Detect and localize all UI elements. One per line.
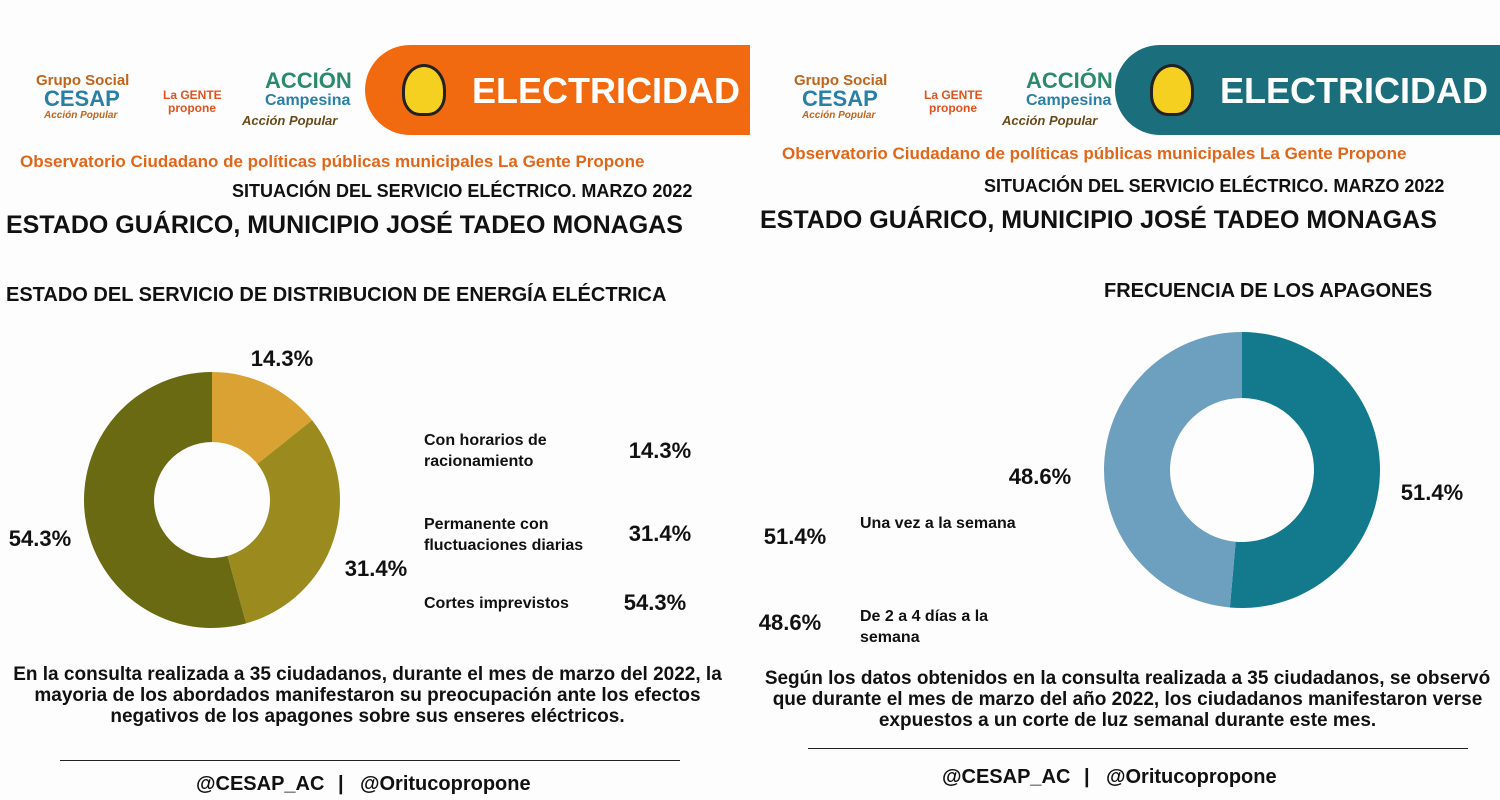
footer-handle: @CESAP_AC <box>942 766 1071 788</box>
logo-text: propone <box>929 101 977 115</box>
legend-value: 14.3% <box>629 438 691 463</box>
legend-value: 51.4% <box>764 524 826 549</box>
legend-value: 31.4% <box>629 521 691 546</box>
legend-label: Con horarios de racionamiento <box>424 432 547 470</box>
legend-value: 54.3% <box>624 590 686 615</box>
slice <box>1104 332 1242 608</box>
logo-text: Grupo Social <box>36 72 130 89</box>
slice-label: 54.3% <box>9 526 71 551</box>
slice-label: 48.6% <box>1009 464 1071 489</box>
logo-text: La GENTE <box>924 88 983 102</box>
paragraph: Según los datos obtenidos en la consulta… <box>764 668 1491 731</box>
banner-title: ELECTRICIDAD <box>1220 70 1488 111</box>
rule <box>60 760 680 761</box>
chart-title: ESTADO DEL SERVICIO DE DISTRIBUCION DE E… <box>6 284 667 306</box>
slice-label: 31.4% <box>345 556 407 581</box>
logo-text: ACCIÓN <box>1026 68 1113 93</box>
situation: SITUACIÓN DEL SERVICIO ELÉCTRICO. MARZO … <box>232 181 693 201</box>
footer-handle: @Oritucopropone <box>360 773 531 795</box>
logo-text: Campesina <box>265 92 351 109</box>
logo-text: CESAP <box>44 86 120 111</box>
logo-text: ACCIÓN <box>265 68 352 93</box>
logo-text: CESAP <box>802 86 878 111</box>
logo-text: Acción Popular <box>1002 113 1098 128</box>
banner-title: ELECTRICIDAD <box>472 70 740 111</box>
legend-label: Una vez a la semana <box>860 515 1016 532</box>
logo-text: Acción Popular <box>242 113 338 128</box>
bulb-icon <box>402 64 446 116</box>
location: ESTADO GUÁRICO, MUNICIPIO JOSÉ TADEO MON… <box>760 206 1437 234</box>
legend-label: De 2 a 4 días a la semana <box>860 608 989 646</box>
logo-text: Grupo Social <box>794 72 888 89</box>
paragraph: En la consulta realizada a 35 ciudadanos… <box>13 664 722 727</box>
slice <box>83 372 247 628</box>
observatory: Observatorio Ciudadano de políticas públ… <box>20 152 645 171</box>
logo-text: Campesina <box>1026 92 1112 109</box>
chart-title: FRECUENCIA DE LOS APAGONES <box>1104 280 1433 302</box>
footer-handle: @Oritucopropone <box>1106 766 1277 788</box>
footer-separator: | <box>338 773 344 795</box>
slice <box>227 420 340 624</box>
logo-text: Acción Popular <box>44 110 118 121</box>
bulb-icon <box>1150 64 1194 116</box>
logo-text: Acción Popular <box>802 110 876 121</box>
situation: SITUACIÓN DEL SERVICIO ELÉCTRICO. MARZO … <box>984 176 1445 196</box>
logo-text: propone <box>168 101 216 115</box>
footer-separator: | <box>1084 766 1090 788</box>
footer-handle: @CESAP_AC <box>196 773 325 795</box>
slice-label: 51.4% <box>1401 480 1463 505</box>
slice <box>212 372 313 464</box>
logo-text: La GENTE <box>163 88 222 102</box>
observatory: Observatorio Ciudadano de políticas públ… <box>782 144 1407 163</box>
legend-label: Permanente con fluctuaciones diarias <box>424 516 584 554</box>
slice-label: 14.3% <box>251 346 313 371</box>
legend-label: Cortes imprevistos <box>424 595 569 612</box>
slice <box>1229 332 1381 609</box>
rule <box>808 748 1468 749</box>
legend-value: 48.6% <box>759 610 821 635</box>
location: ESTADO GUÁRICO, MUNICIPIO JOSÉ TADEO MON… <box>6 211 683 239</box>
